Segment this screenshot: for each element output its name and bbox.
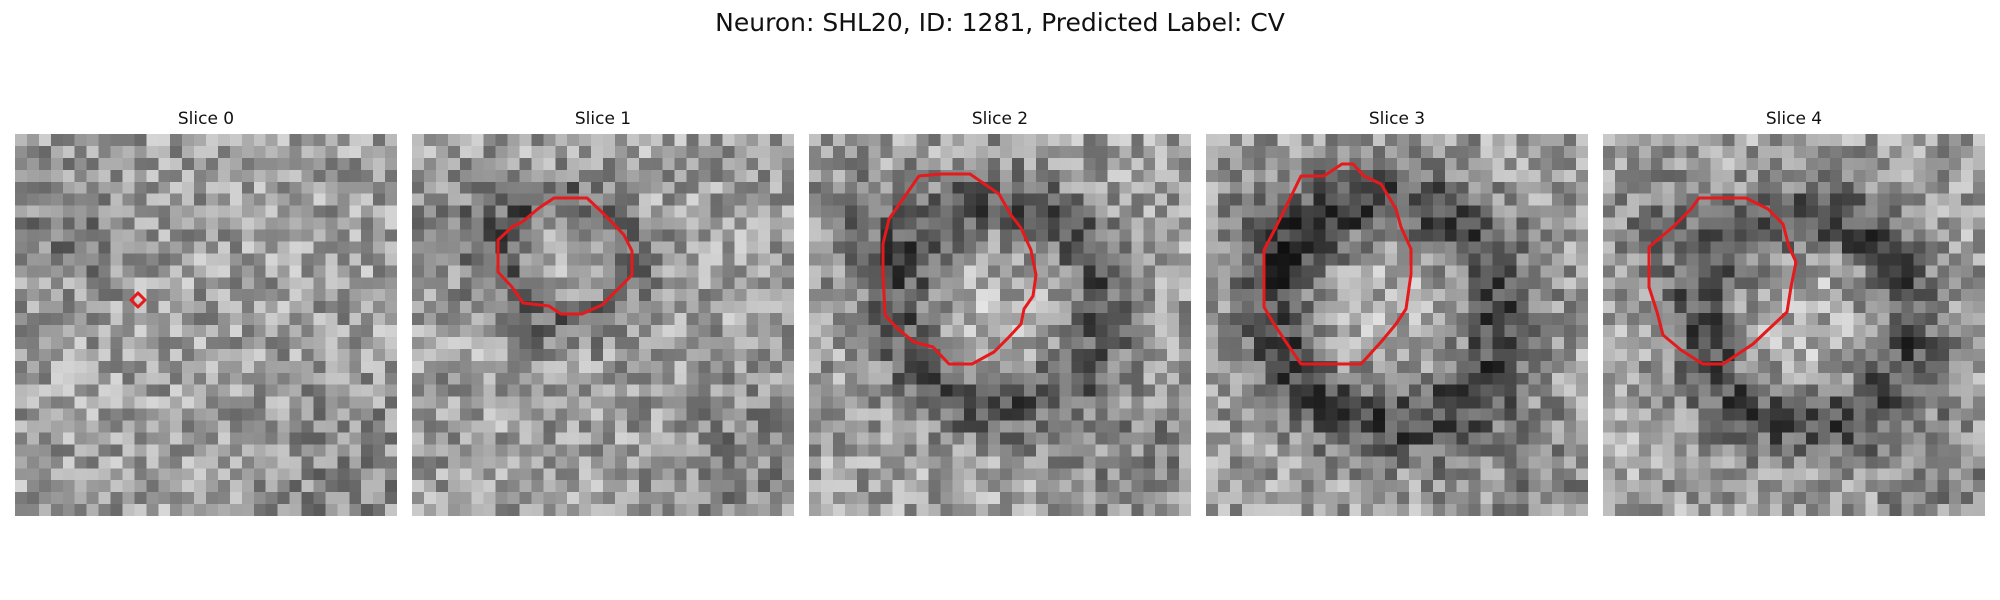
- segmentation-contour-3: [1262, 162, 1413, 366]
- slice-title-3: Slice 3: [1368, 109, 1426, 129]
- slice-image-4: [1603, 134, 1985, 516]
- segmentation-contour-2: [881, 172, 1038, 366]
- slice-panel-0: Slice 0: [15, 108, 397, 518]
- slice-title-0: Slice 0: [177, 109, 235, 129]
- slice-panel-1: Slice 1: [412, 108, 794, 518]
- contour-overlay-3: [1262, 162, 1413, 366]
- slice-title-1: Slice 1: [574, 109, 632, 129]
- slice-panel-2: Slice 2: [809, 108, 1191, 518]
- slice-panel-4: Slice 4: [1603, 108, 1985, 518]
- contour-overlay-0: [129, 291, 147, 309]
- contour-overlay-4: [1647, 196, 1798, 366]
- slice-image-1: [412, 134, 794, 516]
- segmentation-contour-1: [496, 196, 634, 316]
- segmentation-contour-4: [1647, 196, 1798, 366]
- slice-panel-3: Slice 3: [1206, 108, 1588, 518]
- slice-title-2: Slice 2: [971, 109, 1029, 129]
- slice-title-4: Slice 4: [1765, 109, 1823, 129]
- contour-overlay-2: [881, 172, 1038, 366]
- segmentation-contour-0: [129, 291, 147, 309]
- figure-title: Neuron: SHL20, ID: 1281, Predicted Label…: [715, 8, 1285, 37]
- slice-image-0: [15, 134, 397, 516]
- contour-overlay-1: [496, 196, 634, 316]
